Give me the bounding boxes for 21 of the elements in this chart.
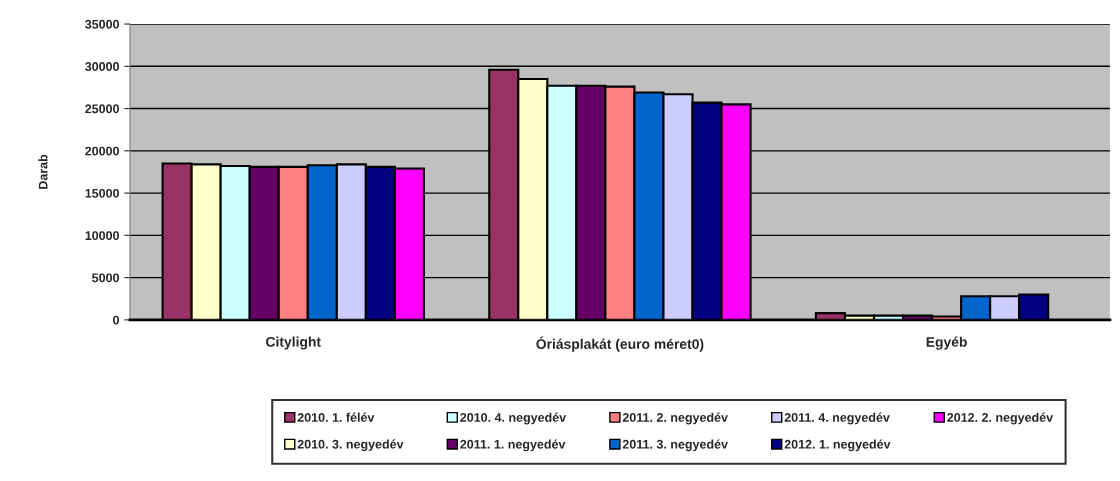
legend-label: 2010. 4. negyedév [460, 412, 567, 425]
y-axis-title: Darab [38, 154, 48, 189]
y-tick-label: 0 [113, 315, 119, 325]
legend-label: 2012. 2. negyedév [947, 412, 1054, 425]
legend-label: 2011. 1. negyedév [460, 439, 566, 452]
legend-label: 2010. 1. félév [297, 412, 375, 422]
legend-label: 2010. 3. negyedév [297, 439, 404, 452]
legend-label: 2011. 3. negyedév [622, 439, 728, 452]
x-tick-label: Óriásplakát (euro méret0) [536, 336, 704, 352]
y-tick-label: 5000 [92, 273, 119, 283]
legend-label: 2012. 1. negyedév [784, 439, 891, 452]
y-tick-label: 20000 [85, 146, 119, 156]
x-tick-label: Egyéb [926, 336, 967, 350]
legend-label: 2011. 4. negyedév [784, 412, 890, 425]
y-tick-label: 25000 [85, 104, 119, 114]
y-tick-label: 30000 [85, 62, 119, 71]
legend-label: 2011. 2. negyedév [622, 412, 728, 425]
y-tick-label: 10000 [85, 231, 119, 240]
y-tick-label: 35000 [85, 19, 119, 29]
y-tick-label: 15000 [85, 188, 119, 198]
x-tick-label: Citylight [266, 336, 321, 350]
